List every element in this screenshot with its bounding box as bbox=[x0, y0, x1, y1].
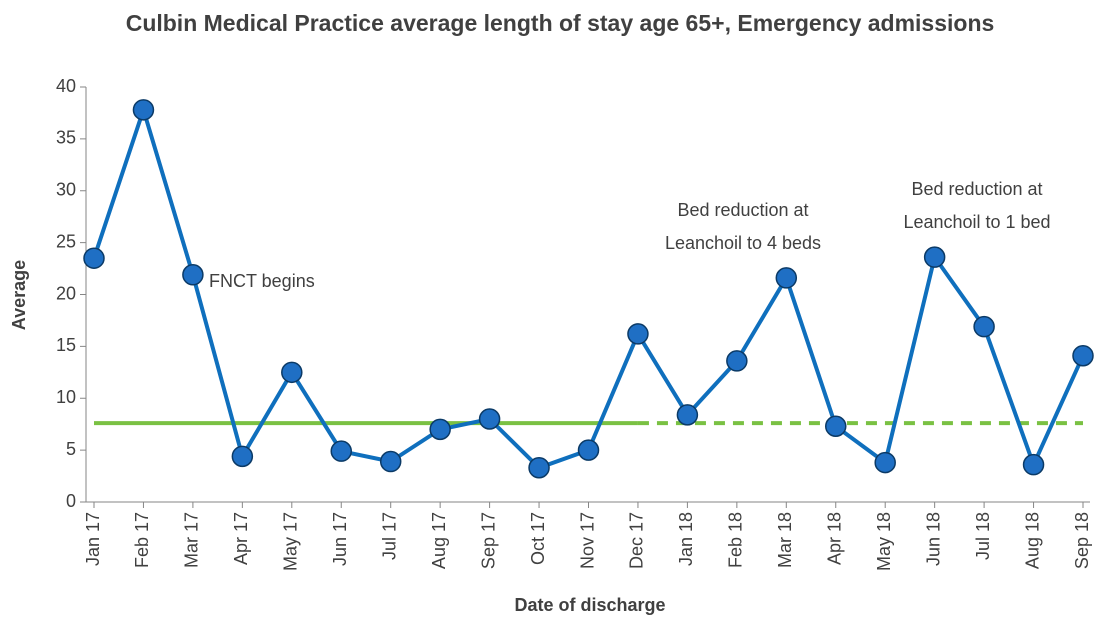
data-point bbox=[182, 264, 204, 286]
annotation: Leanchoil to 4 beds bbox=[665, 233, 821, 253]
x-tick-label: May 17 bbox=[281, 512, 301, 571]
data-point bbox=[775, 267, 798, 289]
x-tick-label: Jun 18 bbox=[923, 512, 943, 566]
x-tick-label: Aug 17 bbox=[429, 512, 449, 569]
chart-title: Culbin Medical Practice average length o… bbox=[125, 10, 995, 36]
data-point bbox=[973, 315, 995, 338]
y-tick-label: 25 bbox=[56, 231, 76, 251]
data-point bbox=[429, 418, 451, 441]
x-tick-label: Jul 18 bbox=[973, 512, 993, 560]
x-tick-label: Jan 17 bbox=[83, 512, 103, 566]
data-point bbox=[132, 99, 155, 121]
data-point bbox=[676, 404, 699, 426]
x-tick-label: Dec 17 bbox=[627, 512, 647, 569]
data-point bbox=[1072, 344, 1094, 367]
annotation: Leanchoil to 1 bed bbox=[903, 212, 1050, 232]
data-point bbox=[379, 450, 402, 473]
x-tick-label: Sep 17 bbox=[478, 512, 498, 569]
x-tick-label: Mar 18 bbox=[775, 512, 795, 568]
data-point bbox=[825, 415, 847, 438]
y-tick-label: 20 bbox=[56, 283, 76, 303]
x-axis-label: Date of discharge bbox=[514, 595, 665, 615]
x-tick-label: Feb 18 bbox=[726, 512, 746, 568]
x-tick-label: Jun 17 bbox=[330, 512, 350, 566]
data-point bbox=[478, 408, 501, 430]
x-tick-label: Apr 17 bbox=[231, 512, 251, 565]
x-tick-label: Jul 17 bbox=[379, 512, 399, 560]
annotation: Bed reduction at bbox=[911, 179, 1042, 199]
x-tick-label: Apr 18 bbox=[825, 512, 845, 565]
data-point bbox=[1022, 453, 1045, 476]
data-point bbox=[874, 451, 896, 474]
y-tick-label: 0 bbox=[66, 491, 76, 511]
x-tick-label: Sep 18 bbox=[1072, 512, 1092, 569]
y-tick-label: 15 bbox=[56, 335, 76, 355]
x-tick-label: Jan 18 bbox=[676, 512, 696, 566]
annotation: FNCT begins bbox=[209, 271, 315, 291]
data-point bbox=[627, 323, 649, 345]
data-point bbox=[923, 246, 946, 268]
y-tick-label: 5 bbox=[66, 439, 76, 459]
x-tick-label: Feb 17 bbox=[132, 512, 152, 568]
y-tick-label: 30 bbox=[56, 180, 76, 200]
x-tick-label: Nov 17 bbox=[577, 512, 597, 569]
y-tick-label: 35 bbox=[56, 128, 76, 148]
y-axis-label: Average bbox=[9, 260, 29, 330]
data-point bbox=[231, 445, 254, 468]
y-tick-label: 10 bbox=[56, 387, 76, 407]
data-point bbox=[330, 440, 352, 462]
data-point bbox=[726, 350, 748, 372]
y-tick-label: 40 bbox=[56, 76, 76, 96]
annotation: Bed reduction at bbox=[677, 200, 808, 220]
data-point bbox=[281, 361, 303, 384]
data-point bbox=[528, 457, 550, 479]
x-tick-label: May 18 bbox=[874, 512, 894, 571]
data-point bbox=[83, 247, 105, 269]
x-tick-label: Aug 18 bbox=[1022, 512, 1042, 569]
data-point bbox=[577, 439, 600, 461]
x-tick-label: Mar 17 bbox=[182, 512, 202, 568]
x-tick-label: Oct 17 bbox=[528, 512, 548, 565]
